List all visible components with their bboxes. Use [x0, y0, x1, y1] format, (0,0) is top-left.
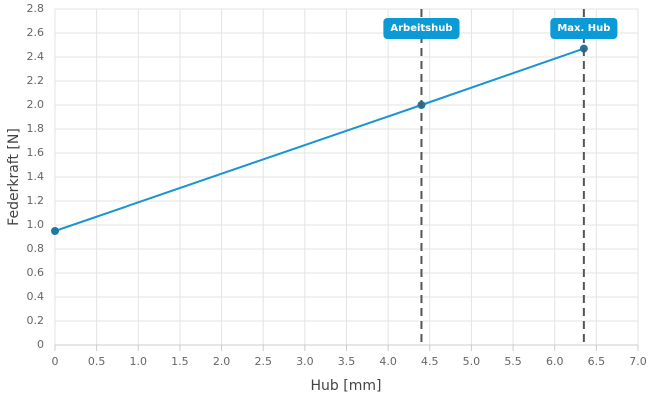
x-tick-label: 5.5: [504, 355, 522, 368]
x-tick-label: 5.0: [463, 355, 481, 368]
x-tick-label: 4.5: [421, 355, 439, 368]
y-tick-label: 2.6: [27, 26, 45, 39]
data-point: [51, 227, 59, 235]
x-tick-label: 2.0: [213, 355, 231, 368]
x-tick-label: 0.5: [88, 355, 106, 368]
y-tick-label: 1.6: [27, 146, 45, 159]
x-tick-label: 1.0: [130, 355, 148, 368]
y-tick-label: 1.0: [27, 218, 45, 231]
y-tick-label: 0.6: [27, 266, 45, 279]
y-tick-label: 1.4: [27, 170, 45, 183]
y-tick-label: 2.8: [27, 2, 45, 15]
x-tick-label: 6.0: [546, 355, 564, 368]
y-tick-label: 1.2: [27, 194, 45, 207]
x-tick-label: 3.5: [338, 355, 356, 368]
y-tick-label: 2.2: [27, 74, 45, 87]
x-axis-title: Hub [mm]: [311, 378, 382, 394]
y-tick-label: 2.4: [27, 50, 45, 63]
annotation-box: [383, 18, 460, 39]
y-axis-title: Federkraft [N]: [6, 128, 22, 226]
annotation-label: Arbeitshub: [390, 23, 452, 34]
series-line: [54, 47, 585, 232]
y-tick-label: 2.0: [27, 98, 45, 111]
y-tick-label: 0.2: [27, 314, 45, 327]
annotation-label: Max. Hub: [557, 23, 610, 34]
y-tick-label: 0.4: [27, 290, 45, 303]
x-tick-label: 3.0: [296, 355, 314, 368]
x-tick-label: 1.5: [171, 355, 189, 368]
x-tick-label: 0: [52, 355, 59, 368]
x-tick-label: 6.5: [588, 355, 606, 368]
y-tick-label: 0.8: [27, 242, 45, 255]
x-tick-label: 2.5: [254, 355, 272, 368]
annotation-box: [550, 18, 618, 39]
x-tick-label: 4.0: [379, 355, 397, 368]
x-tick-label: 7.0: [629, 355, 647, 368]
y-tick-label: 1.8: [27, 122, 45, 135]
y-tick-label: 0: [37, 338, 44, 351]
